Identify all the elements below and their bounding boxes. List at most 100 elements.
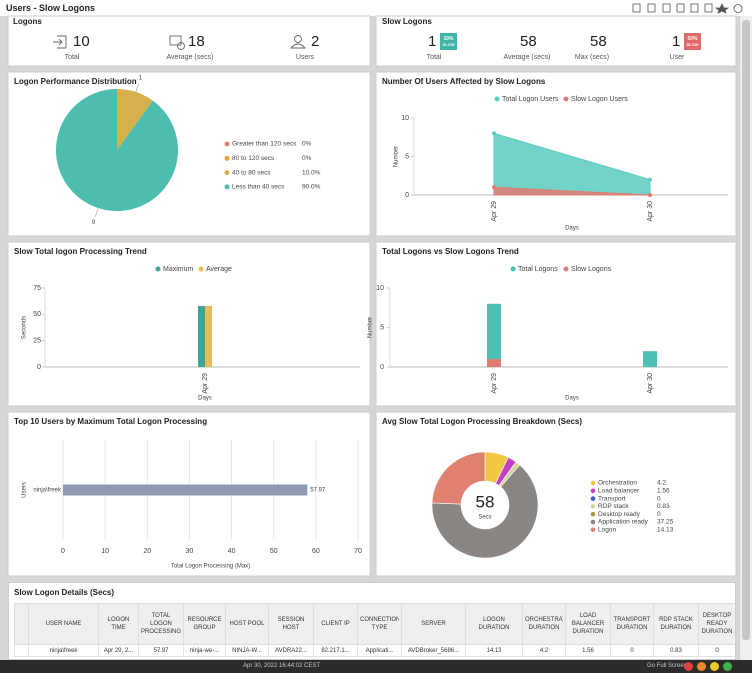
y-tick-label: 10	[401, 115, 409, 122]
leader-line	[95, 207, 99, 217]
x-tick-label: 50	[270, 548, 278, 555]
legend-swatch	[590, 504, 596, 509]
column-header: ORCHESTRATION DURATION	[525, 617, 563, 631]
center-value: 58	[476, 492, 495, 511]
status-dot[interactable]	[697, 662, 706, 671]
column-header: DESKTOP READY DURATION	[701, 613, 733, 635]
legend-swatch	[590, 488, 596, 494]
header-cell: CLIENT IP	[313, 603, 358, 645]
badge-value: 10%	[443, 36, 454, 42]
column-header: USER NAME	[45, 621, 82, 627]
legend-label: Load balancer	[598, 488, 640, 495]
slice-label: 1	[139, 75, 143, 81]
header-cell: SERVER	[401, 603, 466, 645]
cell	[14, 644, 29, 657]
column-header: SESSION HOST	[277, 617, 305, 631]
cell: 0	[698, 644, 735, 657]
legend-value: 0.83	[657, 503, 670, 510]
x-axis-label: Total Logon Processing (Max)	[171, 564, 250, 570]
bar	[63, 484, 308, 496]
y-tick-label: 25	[33, 338, 41, 345]
panel	[7, 241, 371, 407]
legend-swatch	[590, 511, 596, 517]
y-tick-label: ninja\freek	[33, 488, 62, 494]
legend-value: 0	[657, 511, 661, 518]
header-cell: LOAD BALANCER DURATION	[565, 603, 611, 645]
legend-swatch	[510, 266, 516, 272]
cell: 0.83	[653, 644, 699, 657]
legend-label: Slow Logon Users	[571, 96, 628, 103]
bar	[487, 359, 501, 367]
cell: 82.217.1...	[313, 644, 358, 657]
cell: Apr 29, 2...	[98, 644, 139, 657]
chart-title: Number Of Users Affected by Slow Logons	[382, 77, 546, 86]
y-tick-label: 50	[33, 311, 41, 318]
panel	[375, 411, 737, 577]
status-dot[interactable]	[710, 662, 719, 671]
cell: 57.97	[138, 644, 184, 657]
legend-swatch	[563, 96, 569, 102]
badge	[684, 33, 701, 50]
toolbar-icons[interactable]	[632, 3, 743, 14]
cell: AVDBroker_5686...	[401, 644, 466, 657]
pie-slice	[117, 89, 153, 150]
pie-slice	[55, 89, 178, 211]
cell: 1.56	[565, 644, 611, 657]
dashboard: Users - Slow Logons Logons 10 Total 18 A…	[0, 0, 752, 577]
y-tick-label: 0	[405, 192, 409, 199]
full-screen-button[interactable]: Go Full Screen	[647, 663, 688, 669]
x-tick-label: Apr 29	[202, 373, 209, 394]
legend-swatch	[590, 527, 596, 533]
header-cell: USER NAME	[28, 603, 99, 645]
kpi-value: 58	[590, 33, 607, 50]
legend-swatch	[590, 519, 596, 525]
badge-note: SLOW	[687, 42, 699, 47]
legend-label: Total Logons	[518, 266, 558, 273]
header-cell: RESOURCE GROUP	[183, 603, 226, 645]
details-table: USER NAME LOGON TIME TOTAL LOGON PROCESSIN…	[14, 603, 735, 657]
y-axis-label: Users	[22, 482, 28, 498]
data-row: ninja\freek Apr 29, 2... 57.97 ninja-we-...…	[14, 644, 735, 657]
scrollbar[interactable]	[739, 16, 752, 660]
kpi-value: 58	[520, 33, 537, 50]
legend-value: 37.25	[657, 519, 674, 526]
status-dot[interactable]	[684, 662, 693, 671]
table-panel: Slow Logon Details (Secs) USER NAME LOGON…	[8, 582, 736, 660]
footer: Apr 30, 2022 16:44:02 CEST Go Full Scree…	[0, 660, 752, 673]
x-tick-label: 0	[61, 548, 65, 555]
header-cell: DESKTOP READY DURATION	[698, 603, 735, 645]
y-tick-label: 75	[33, 285, 41, 292]
legend-swatch	[224, 141, 230, 147]
legend-value: 14.13	[657, 527, 674, 534]
cell: 0	[610, 644, 654, 657]
status-dot[interactable]	[723, 662, 732, 671]
column-header: TOTAL LOGON PROCESSING	[141, 613, 181, 635]
y-tick-label: 10	[376, 285, 384, 292]
legend-swatch	[155, 266, 161, 272]
x-axis-label: Days	[198, 396, 212, 402]
column-header: CONNECTION TYPE	[360, 617, 399, 631]
chart-title: Top 10 Users by Maximum Total Logon Proc…	[14, 417, 207, 426]
legend-label: Transport	[598, 495, 626, 502]
column-header: HOST POOL	[229, 621, 265, 627]
bar	[198, 305, 205, 367]
legend-swatch	[563, 266, 569, 272]
legend-label: 80 to 120 secs	[232, 155, 275, 162]
slice-label: 9	[92, 220, 96, 226]
y-axis-label: Seconds	[22, 316, 28, 339]
header-cell: TOTAL LOGON PROCESSING	[138, 603, 184, 645]
header-cell: LOGON DURATION	[465, 603, 523, 645]
legend-value: 0%	[302, 155, 312, 162]
legend-swatch	[590, 480, 596, 486]
cell: 14.13	[465, 644, 523, 657]
kpi-label: Total	[427, 54, 442, 61]
kpi-value: 2	[311, 33, 319, 50]
x-tick-label: Apr 30	[647, 201, 654, 222]
x-tick-label: 10	[101, 548, 109, 555]
point	[648, 177, 652, 182]
badge	[440, 33, 457, 50]
kpi-value: 1	[672, 33, 680, 50]
scroll-thumb[interactable]	[742, 20, 750, 640]
column-header: LOGON TIME	[107, 617, 130, 631]
header-row: USER NAME LOGON TIME TOTAL LOGON PROCESSIN…	[14, 603, 735, 645]
